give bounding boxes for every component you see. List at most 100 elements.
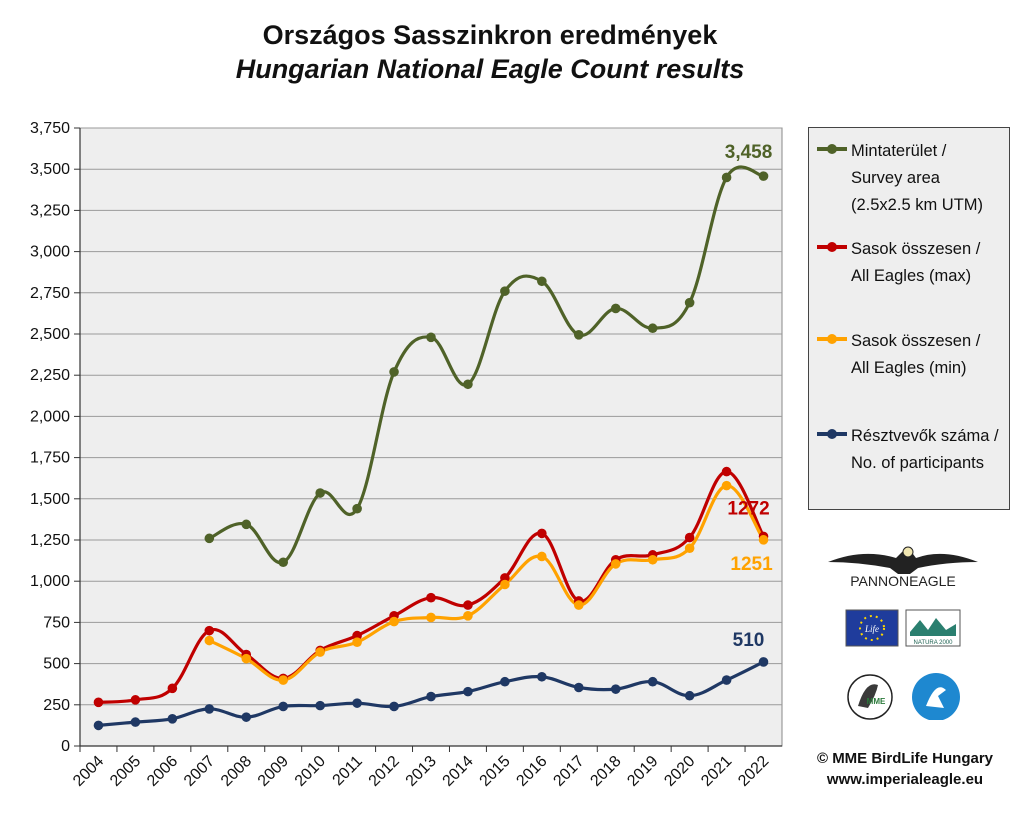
data-point-series-1 [93, 697, 104, 708]
data-point-series-3 [647, 676, 658, 687]
data-point-series-2 [352, 637, 362, 647]
x-tick-label: 2022 [735, 753, 772, 790]
axes [79, 128, 782, 752]
data-point-series-3 [500, 676, 510, 687]
x-tick-label: 2016 [513, 753, 550, 790]
title-english: Hungarian National Eagle Count results [235, 54, 745, 84]
legend-label-line: Sasok összesen / [851, 332, 981, 350]
legend: Mintaterület / Survey area (2.5x2.5 km UTM… [808, 127, 1010, 510]
data-point-series-1 [500, 573, 510, 583]
data-point-series-0 [204, 533, 215, 544]
x-tick-label: 2009 [255, 753, 292, 790]
y-axis-tick-labels: 0 250 500 750 1,000 1,250 1,500 1,750 2,000 2,250… [30, 120, 70, 755]
data-point-series-3 [130, 717, 141, 727]
data-label: 1272 [727, 498, 769, 519]
pannoneagle-logo: PANNONEAGLE [828, 546, 978, 589]
legend-label-line: Résztvevők száma / [851, 427, 999, 445]
legend-marker-icon [817, 429, 847, 439]
data-point-series-1 [204, 625, 215, 636]
legend-label: Sasok összesen / All Eagles (max) [851, 236, 980, 290]
legend-label: Résztvevők száma / No. of participants [851, 423, 999, 477]
website-link[interactable]: www.imperialeagle.eu [826, 771, 984, 788]
data-label: 1251 [730, 554, 773, 575]
data-point-series-2 [647, 554, 658, 565]
x-tick-label: 2011 [330, 753, 366, 789]
x-tick-label: 2012 [366, 753, 403, 790]
nature-conservation-logo [912, 673, 960, 721]
y-tick-label: 3,000 [30, 244, 70, 261]
data-point-series-1 [352, 630, 362, 641]
x-tick-label: 2015 [477, 753, 514, 790]
data-point-series-3 [389, 701, 399, 712]
data-point-series-3 [93, 720, 104, 731]
x-tick-label: 2004 [70, 753, 107, 790]
data-point-series-2 [537, 551, 547, 562]
data-point-series-0 [241, 519, 252, 530]
data-point-series-1 [684, 532, 695, 543]
data-point-series-2 [463, 611, 473, 621]
data-point-series-0 [758, 171, 769, 181]
data-point-series-2 [684, 543, 695, 554]
data-point-series-3 [463, 686, 473, 697]
data-point-series-0 [573, 330, 584, 340]
legend-label-line: No. of participants [851, 454, 984, 472]
data-point-series-3 [721, 675, 732, 685]
data-point-series-3 [167, 714, 178, 724]
y-tick-label: 3,500 [30, 161, 70, 178]
x-tick-label: 2007 [181, 753, 218, 790]
data-point-series-0 [389, 367, 399, 377]
data-point-series-2 [389, 616, 399, 627]
data-point-series-2 [721, 480, 732, 491]
life-text: Life [864, 624, 879, 634]
y-tick-label: 1,750 [30, 450, 70, 467]
y-tick-label: 750 [43, 614, 70, 631]
data-point-series-3 [573, 682, 584, 693]
legend-marker-icon [817, 242, 847, 252]
data-point-series-0 [500, 286, 510, 296]
y-tick-label: 1,000 [30, 573, 70, 590]
data-point-series-0 [278, 557, 289, 568]
data-point-series-2 [500, 579, 510, 590]
y-tick-label: 2,000 [30, 408, 70, 425]
x-tick-label: 2020 [661, 753, 698, 790]
x-tick-label: 2010 [292, 753, 329, 790]
y-tick-label: 0 [61, 738, 70, 755]
data-point-series-3 [241, 712, 252, 722]
data-point-series-3 [315, 700, 325, 711]
data-point-series-3 [610, 684, 621, 694]
mme-text: MME [867, 697, 886, 706]
y-tick-label: 3,750 [30, 120, 70, 137]
legend-marker-icon [817, 334, 847, 344]
data-point-series-1 [426, 592, 436, 603]
series-line-2 [208, 484, 765, 682]
y-tick-label: 2,250 [30, 367, 70, 384]
data-point-series-2 [204, 635, 215, 646]
x-tick-label: 2005 [107, 753, 144, 790]
x-tick-label: 2008 [218, 753, 255, 790]
y-tick-label: 2,750 [30, 285, 70, 302]
legend-label-line: (2.5x2.5 km UTM) [851, 196, 984, 214]
data-annotations: 3,458 1272 1251 510 [725, 142, 773, 651]
y-tick-label: 1,250 [30, 532, 70, 549]
title-hungarian: Országos Sasszinkron eredmények [262, 20, 718, 50]
x-tick-label: 2006 [144, 753, 181, 790]
data-point-series-0 [647, 323, 658, 334]
y-tick-label: 500 [43, 656, 70, 673]
credits: © MME BirdLife Hungary www.imperialeagle… [800, 748, 1010, 790]
legend-label-line: All Eagles (max) [851, 267, 972, 285]
x-tick-label: 2017 [550, 753, 587, 790]
legend-label-line: Sasok összesen / [851, 240, 981, 258]
x-tick-label: 2021 [698, 753, 735, 790]
data-point-series-2 [610, 559, 621, 569]
chart-title: Országos Sasszinkron eredmények Hungaria… [0, 18, 980, 86]
data-point-series-1 [537, 528, 547, 539]
data-point-series-0 [610, 303, 621, 314]
series-line-0 [208, 165, 764, 565]
data-point-series-2 [573, 600, 584, 610]
legend-label: Sasok összesen / All Eagles (min) [851, 328, 980, 382]
natura-2000-logo: NATURA 2000 [905, 609, 961, 647]
x-axis-tick-labels: 2004 2005 2006 2007 2008 2009 2010 2011 2012 2013… [70, 753, 772, 790]
data-point-series-0 [315, 488, 325, 498]
eu-life-logo: Life [845, 609, 899, 647]
